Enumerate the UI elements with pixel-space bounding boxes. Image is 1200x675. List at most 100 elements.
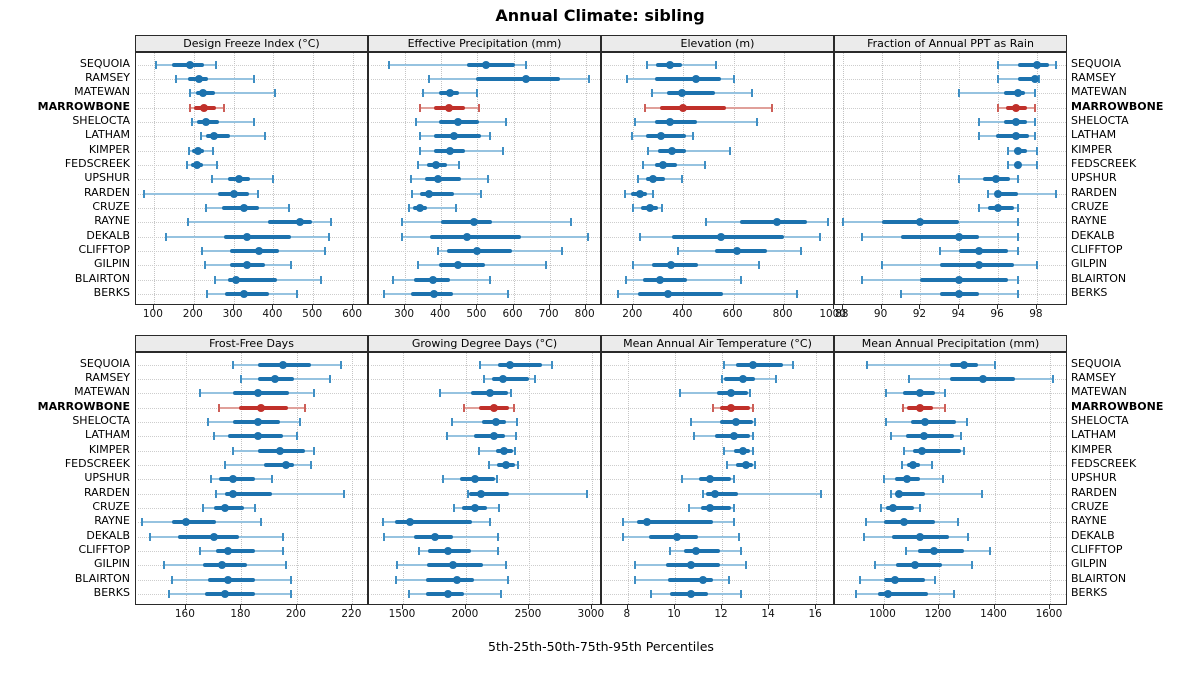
- whisker-cap: [918, 504, 921, 512]
- median-dot: [522, 74, 531, 83]
- whisker-cap: [650, 590, 653, 599]
- median-dot: [444, 103, 453, 112]
- whisker-cap: [841, 218, 844, 227]
- median-dot: [706, 504, 715, 512]
- median-dot: [1013, 146, 1022, 155]
- iqr-bar-25-75: [996, 191, 1018, 196]
- whisker-cap: [288, 204, 291, 212]
- whisker-cap: [215, 161, 218, 169]
- whisker-cap: [1055, 189, 1058, 198]
- whisker-cap: [232, 360, 235, 369]
- median-dot: [218, 561, 226, 570]
- row-guide: [604, 136, 833, 138]
- tick-label: 500: [466, 308, 487, 320]
- chart-title: Annual Climate: sibling: [495, 6, 705, 25]
- whisker-5-95: [890, 492, 982, 495]
- site-label-left: KIMPER: [88, 442, 130, 456]
- median-dot: [903, 475, 912, 484]
- whisker-cap: [874, 561, 877, 570]
- whisker-cap: [329, 374, 332, 383]
- whisker-cap: [284, 561, 287, 570]
- median-dot: [911, 561, 920, 570]
- tick-label: 10: [667, 608, 681, 620]
- axis-tick: [312, 305, 314, 309]
- whisker-cap: [732, 475, 735, 484]
- median-dot: [254, 417, 262, 426]
- site-label-left: LATHAM: [84, 428, 130, 442]
- median-dot: [890, 575, 899, 584]
- median-dot: [636, 189, 645, 198]
- whisker-cap: [516, 461, 519, 469]
- whisker-cap: [422, 89, 425, 98]
- site-label-right: LATHAM: [1071, 428, 1117, 442]
- row-guide: [604, 165, 833, 166]
- whisker-cap: [981, 489, 983, 498]
- whisker-cap: [190, 117, 193, 126]
- whisker-cap: [409, 175, 412, 184]
- median-dot: [199, 103, 208, 112]
- whisker-cap: [489, 275, 491, 284]
- site-label-left: RARDEN: [83, 185, 130, 199]
- whisker-cap: [902, 403, 904, 412]
- whisker-cap: [476, 89, 479, 98]
- median-dot: [1011, 117, 1020, 126]
- whisker-cap: [943, 403, 946, 412]
- iqr-bar-25-75: [667, 577, 713, 582]
- median-dot: [453, 117, 462, 126]
- whisker-cap: [442, 475, 445, 484]
- whisker-cap: [756, 117, 759, 126]
- median-dot: [453, 575, 462, 584]
- median-dot: [748, 360, 757, 369]
- site-label-left: CRUZE: [92, 200, 130, 213]
- gridline: [153, 53, 155, 304]
- whisker-cap: [407, 204, 410, 212]
- whisker-cap: [723, 446, 726, 455]
- median-dot: [884, 590, 893, 599]
- whisker-cap: [446, 432, 449, 441]
- median-dot: [678, 89, 687, 98]
- median-dot: [296, 218, 305, 227]
- row-guide: [604, 193, 833, 195]
- whisker-cap: [585, 489, 588, 498]
- whisker-cap: [688, 504, 691, 512]
- axis-tick: [295, 605, 297, 609]
- site-label-left: RAMSEY: [85, 70, 130, 84]
- panel-header: Frost-Free Days: [135, 335, 368, 352]
- whisker-cap: [889, 489, 892, 498]
- median-dot: [1031, 74, 1039, 83]
- median-dot: [706, 475, 715, 484]
- gridline: [733, 53, 735, 304]
- whisker-cap: [757, 261, 760, 270]
- whisker-cap: [989, 547, 992, 555]
- whisker-cap: [586, 232, 589, 241]
- whisker-cap: [391, 275, 394, 284]
- whisker-cap: [958, 89, 961, 98]
- whisker-cap: [977, 204, 980, 212]
- axis-tick: [841, 305, 843, 309]
- whisker-cap: [971, 561, 974, 570]
- whisker-cap: [1035, 161, 1038, 169]
- tick-label: 160: [174, 608, 195, 620]
- panel-header: Elevation (m): [601, 35, 834, 52]
- tick-label: 200: [622, 308, 643, 320]
- whisker-cap: [958, 175, 961, 184]
- median-dot: [430, 290, 438, 299]
- median-dot: [673, 532, 682, 541]
- median-dot: [679, 103, 688, 112]
- whisker-cap: [826, 218, 829, 227]
- median-dot: [223, 575, 232, 584]
- whisker-5-95: [648, 149, 730, 152]
- whisker-cap: [408, 590, 411, 599]
- whisker-cap: [865, 360, 868, 369]
- median-dot: [489, 403, 498, 412]
- whisker-cap: [900, 461, 903, 469]
- median-dot: [449, 132, 458, 141]
- tick-label: 98: [1029, 308, 1043, 320]
- whisker-cap: [480, 189, 482, 198]
- site-label-right: GILPIN: [1071, 257, 1108, 271]
- median-dot: [229, 475, 238, 484]
- median-dot: [894, 489, 903, 498]
- gridline: [585, 53, 587, 304]
- tick-label: 800: [574, 308, 595, 320]
